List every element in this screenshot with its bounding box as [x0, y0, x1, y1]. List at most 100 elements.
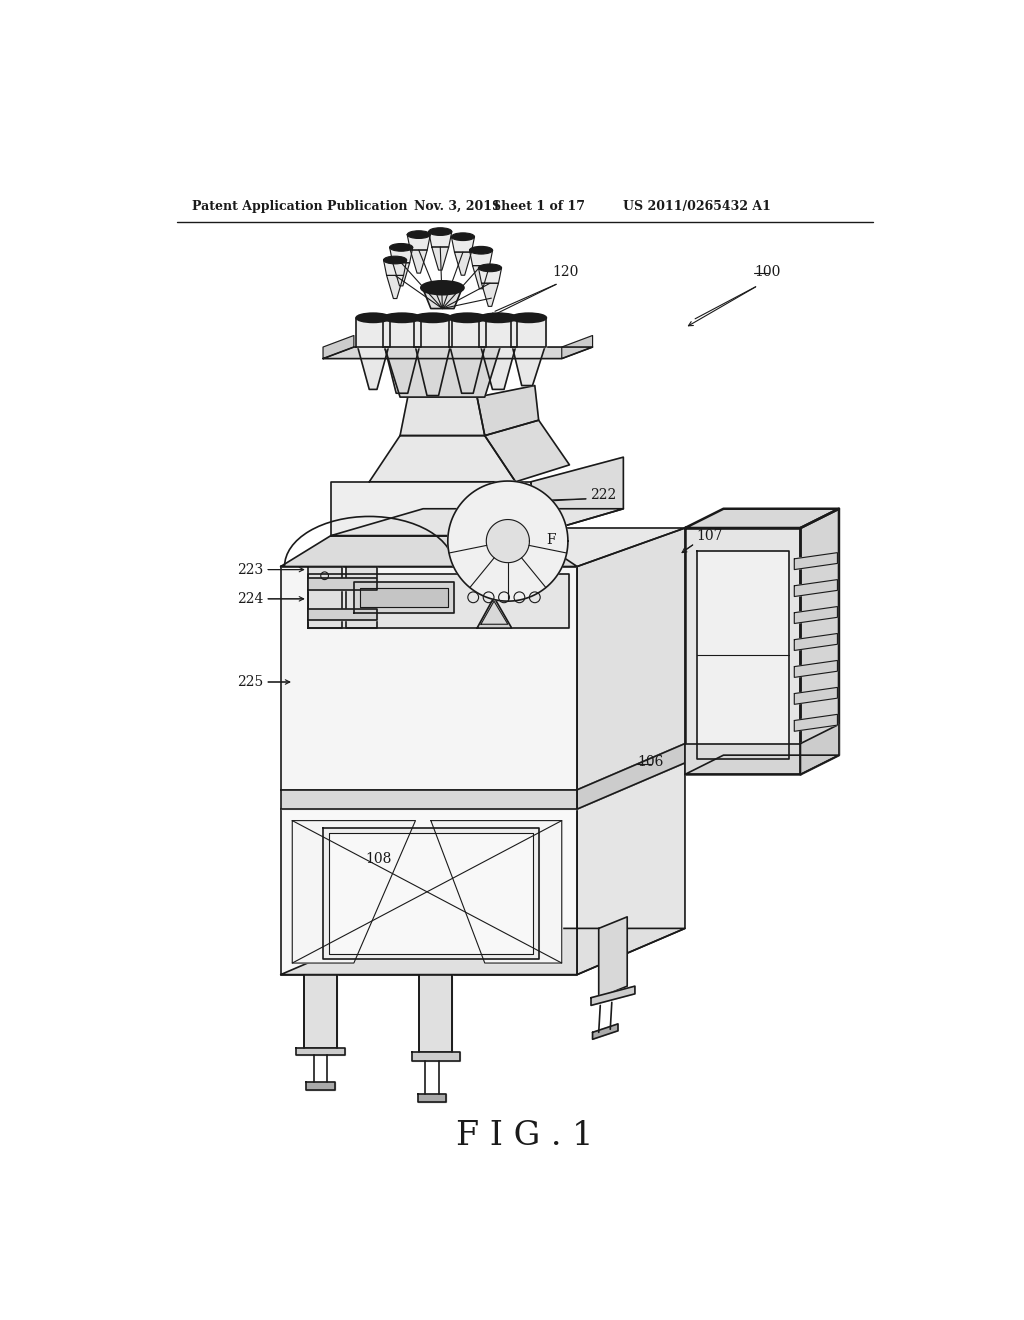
Text: Patent Application Publication: Patent Application Publication	[193, 199, 408, 213]
Ellipse shape	[452, 232, 474, 240]
Polygon shape	[281, 809, 578, 974]
Text: 222: 222	[590, 488, 616, 502]
Polygon shape	[795, 579, 838, 597]
Polygon shape	[449, 318, 486, 347]
Polygon shape	[685, 743, 801, 775]
Polygon shape	[357, 347, 388, 389]
Ellipse shape	[414, 313, 452, 322]
Text: F I G . 1: F I G . 1	[456, 1121, 594, 1152]
Polygon shape	[408, 359, 477, 397]
Polygon shape	[511, 318, 547, 347]
Polygon shape	[330, 833, 532, 954]
Polygon shape	[307, 578, 377, 590]
Polygon shape	[469, 251, 493, 265]
Ellipse shape	[356, 313, 390, 322]
Polygon shape	[795, 660, 838, 677]
Polygon shape	[685, 508, 839, 528]
Polygon shape	[414, 318, 452, 347]
Ellipse shape	[469, 247, 493, 253]
Polygon shape	[331, 482, 531, 536]
Ellipse shape	[390, 243, 413, 251]
Polygon shape	[281, 566, 578, 789]
Ellipse shape	[429, 228, 452, 235]
Polygon shape	[387, 276, 403, 298]
Text: 100: 100	[755, 264, 780, 279]
Polygon shape	[323, 335, 354, 359]
Text: Sheet 1 of 17: Sheet 1 of 17	[493, 199, 586, 213]
Polygon shape	[578, 763, 685, 974]
Text: 120: 120	[553, 264, 579, 279]
Polygon shape	[562, 335, 593, 359]
Ellipse shape	[449, 313, 486, 322]
Polygon shape	[801, 508, 839, 775]
Polygon shape	[385, 347, 500, 397]
Ellipse shape	[478, 264, 502, 272]
Polygon shape	[419, 974, 453, 1052]
Text: 225: 225	[237, 675, 263, 689]
Polygon shape	[281, 528, 685, 566]
Text: 223: 223	[237, 562, 263, 577]
Polygon shape	[599, 917, 628, 998]
Polygon shape	[354, 582, 454, 612]
Polygon shape	[477, 385, 539, 436]
Polygon shape	[323, 829, 539, 960]
Text: 107: 107	[696, 529, 723, 543]
Polygon shape	[801, 725, 839, 775]
Polygon shape	[292, 821, 416, 964]
Polygon shape	[307, 574, 569, 628]
Polygon shape	[306, 1082, 335, 1090]
Polygon shape	[383, 318, 421, 347]
Polygon shape	[447, 480, 568, 601]
Text: 224: 224	[237, 591, 263, 606]
Polygon shape	[360, 589, 447, 607]
Polygon shape	[429, 231, 452, 247]
Polygon shape	[370, 436, 515, 482]
Polygon shape	[481, 347, 515, 389]
Polygon shape	[795, 688, 838, 705]
Polygon shape	[481, 601, 508, 624]
Polygon shape	[281, 928, 685, 974]
Polygon shape	[531, 457, 624, 536]
Text: US 2011/0265432 A1: US 2011/0265432 A1	[624, 199, 771, 213]
Text: Nov. 3, 2011: Nov. 3, 2011	[414, 199, 501, 213]
Polygon shape	[477, 597, 512, 628]
Polygon shape	[416, 347, 451, 396]
Polygon shape	[323, 347, 593, 359]
Polygon shape	[578, 743, 685, 809]
Ellipse shape	[408, 231, 430, 239]
Polygon shape	[578, 528, 685, 789]
Polygon shape	[281, 536, 578, 566]
Polygon shape	[281, 789, 578, 809]
Ellipse shape	[479, 313, 517, 322]
Polygon shape	[346, 566, 377, 628]
Polygon shape	[486, 520, 529, 562]
Polygon shape	[478, 268, 502, 284]
Polygon shape	[384, 260, 407, 276]
Polygon shape	[455, 252, 471, 275]
Polygon shape	[452, 236, 474, 252]
Polygon shape	[481, 284, 499, 306]
Polygon shape	[696, 552, 788, 759]
Polygon shape	[423, 289, 462, 309]
Polygon shape	[356, 318, 390, 347]
Polygon shape	[432, 247, 449, 271]
Polygon shape	[400, 397, 484, 436]
Polygon shape	[795, 607, 838, 623]
Polygon shape	[512, 347, 545, 385]
Polygon shape	[411, 249, 427, 273]
Polygon shape	[307, 609, 377, 620]
Polygon shape	[331, 508, 624, 536]
Ellipse shape	[384, 256, 407, 264]
Polygon shape	[431, 821, 562, 964]
Polygon shape	[412, 1052, 460, 1061]
Polygon shape	[591, 986, 635, 1006]
Polygon shape	[593, 1024, 617, 1039]
Polygon shape	[307, 566, 342, 628]
Polygon shape	[795, 634, 838, 651]
Polygon shape	[408, 235, 430, 249]
Polygon shape	[418, 1094, 446, 1102]
Text: 106: 106	[637, 755, 664, 770]
Polygon shape	[385, 347, 419, 393]
Ellipse shape	[383, 313, 421, 322]
Polygon shape	[393, 263, 410, 286]
